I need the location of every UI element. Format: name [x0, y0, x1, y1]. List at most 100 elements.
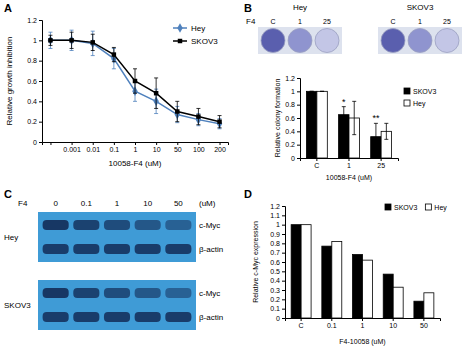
- plate-background: [378, 27, 462, 54]
- y-tick: 0.2: [285, 141, 300, 148]
- y-tick-label: 0.6: [285, 115, 295, 122]
- y-tick: 1.1: [270, 212, 285, 219]
- series-marker: [112, 52, 116, 56]
- y-tick-mark: [282, 262, 285, 263]
- y-axis-line: [282, 207, 286, 319]
- x-tick-label: 0.1: [327, 322, 337, 329]
- legend-swatch: [385, 204, 391, 210]
- lane-label: 0.1: [81, 199, 93, 208]
- x-tick-label: 1: [347, 162, 351, 169]
- series-line: [50, 40, 219, 123]
- y-tick: 0.5: [270, 268, 285, 275]
- x-tick-mark: [50, 142, 51, 145]
- y-tick-mark: [39, 122, 42, 123]
- y-tick-label: 0.5: [270, 268, 280, 275]
- x-axis: C0.111050: [286, 318, 441, 329]
- y-tick: 0.4: [27, 98, 42, 105]
- y-tick-label: 0.6: [270, 259, 280, 266]
- panel-blot: CF400.111050(uM)Heyc-Mycβ-actinSKOV3c-My…: [4, 188, 223, 330]
- y-tick-label: 0.2: [27, 118, 37, 125]
- bar: [322, 246, 332, 318]
- x-tick: 0.001: [63, 142, 81, 153]
- error-bar: [70, 30, 74, 50]
- y-tick-mark: [282, 271, 285, 272]
- y-tick: 0.8: [27, 57, 42, 64]
- bar: [424, 293, 434, 318]
- error-bar: [48, 32, 52, 48]
- error-bar: [48, 35, 52, 45]
- panel-title: A: [4, 2, 12, 14]
- x-tick-mark: [72, 142, 73, 145]
- x-tick-mark: [198, 142, 199, 145]
- y-tick: 1.2: [285, 75, 300, 82]
- y-axis-line: [39, 21, 43, 143]
- x-tick-mark: [301, 318, 302, 321]
- legend-swatch: [404, 88, 410, 94]
- panel-title: C: [4, 188, 12, 200]
- blot-band: [165, 244, 191, 254]
- plot-area: [48, 30, 223, 129]
- blot-row-label: c-Myc: [199, 289, 220, 298]
- y-tick: 0.2: [27, 118, 42, 125]
- legend: SKOV3Hey: [385, 204, 447, 212]
- series-marker: [175, 109, 179, 113]
- y-tick: 0.9: [270, 231, 285, 238]
- x-tick-mark: [114, 142, 115, 145]
- lane-label: 0: [53, 199, 58, 208]
- x-axis: 0.0010.010.111050100200: [43, 142, 229, 153]
- blot-band: [165, 288, 191, 298]
- y-tick-mark: [39, 81, 42, 82]
- x-tick-mark: [381, 158, 382, 161]
- y-tick-label: 0.9: [270, 231, 280, 238]
- lane-label: 1: [115, 199, 120, 208]
- y-tick-mark: [297, 105, 300, 106]
- blot-background: [38, 212, 196, 262]
- x-tick: 50: [420, 318, 428, 329]
- panel-bar: 00.20.40.60.811.2C125F4HeyC125SKOV3C125*…: [244, 2, 462, 182]
- y-tick-label: 0.8: [270, 240, 280, 247]
- error-bar: [175, 101, 179, 121]
- y-tick-label: 1.2: [27, 17, 37, 24]
- bar: [414, 301, 424, 318]
- y-tick-mark: [282, 206, 285, 207]
- blot-band: [43, 220, 69, 230]
- colony-plate: [315, 29, 339, 53]
- legend: SKOV3Hey: [404, 88, 436, 108]
- y-tick-mark: [39, 142, 42, 143]
- blot-group-label: SKOV3: [4, 301, 31, 310]
- bar: [363, 260, 373, 318]
- legend-marker: [177, 23, 182, 32]
- error-bar: [352, 101, 356, 134]
- series-marker: [154, 91, 158, 95]
- colony-plate: [381, 29, 405, 53]
- y-tick-mark: [282, 281, 285, 282]
- image-lane-label: 1: [418, 18, 422, 25]
- image-lane-label: 1: [298, 18, 302, 25]
- y-tick-label: 1: [33, 37, 37, 44]
- x-tick: 0.1: [327, 318, 337, 329]
- series-marker: [90, 40, 94, 44]
- y-tick-mark: [297, 145, 300, 146]
- blot-band: [135, 220, 161, 230]
- image-group-label: SKOV3: [407, 3, 434, 12]
- y-axis: 00.10.20.30.40.50.60.70.80.911.11.2: [270, 203, 285, 322]
- x-tick-label: 0.01: [86, 146, 100, 153]
- x-tick-mark: [135, 142, 136, 145]
- x-tick-mark: [393, 318, 394, 321]
- y-tick-label: 0.8: [27, 57, 37, 64]
- y-tick-label: 0.4: [270, 277, 280, 284]
- blot-group-label: Hey: [4, 233, 18, 242]
- y-tick: 1: [33, 37, 42, 44]
- y-tick-mark: [282, 318, 285, 319]
- x-tick-label: C: [299, 322, 304, 329]
- series-line: [50, 40, 219, 121]
- y-axis-line: [297, 79, 301, 159]
- blot-band: [73, 288, 99, 298]
- x-tick-label: 50: [174, 146, 182, 153]
- error-bar: [133, 69, 137, 93]
- x-tick-label: 1: [361, 322, 365, 329]
- legend-label: Hey: [191, 24, 205, 33]
- colony-plate: [435, 29, 459, 53]
- y-axis: 00.20.40.60.811.2: [27, 17, 42, 146]
- annotation: **: [372, 113, 380, 123]
